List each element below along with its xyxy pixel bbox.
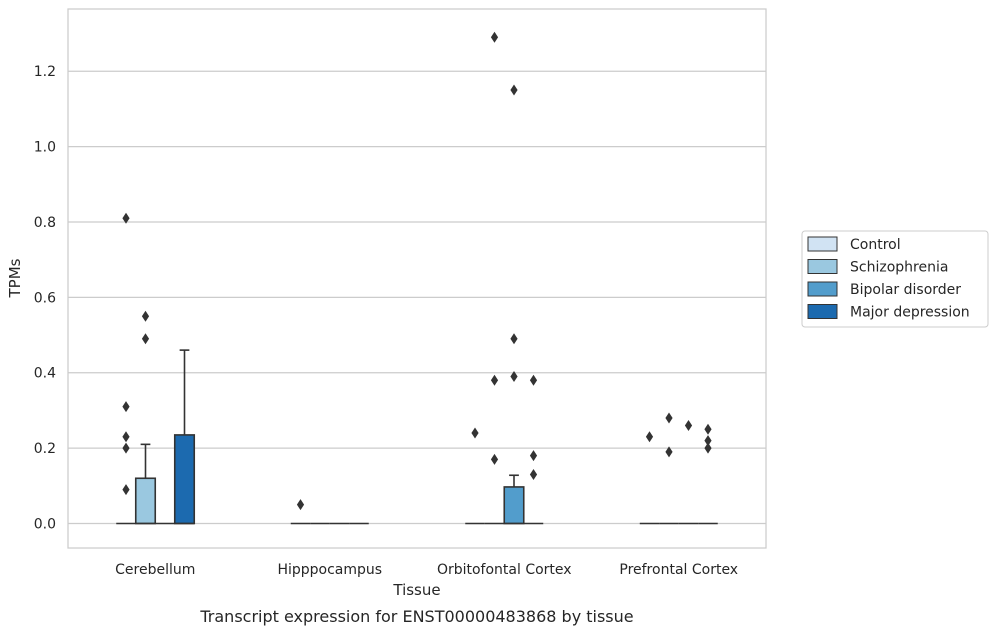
x-tick-label: Prefrontal Cortex bbox=[619, 562, 738, 578]
y-tick-label: 0.6 bbox=[34, 290, 56, 306]
outlier-point bbox=[141, 310, 150, 322]
legend-label: Control bbox=[850, 237, 901, 253]
box bbox=[134, 477, 157, 525]
outlier-point bbox=[529, 469, 538, 480]
outlier-point bbox=[704, 435, 712, 447]
outlier-point bbox=[122, 442, 130, 454]
legend-label: Bipolar disorder bbox=[850, 282, 961, 298]
legend-swatch bbox=[807, 236, 838, 252]
outlier-point bbox=[122, 212, 130, 224]
legend-label: Schizophrenia bbox=[850, 260, 948, 276]
outlier-point bbox=[684, 420, 693, 431]
y-tick-label: 0.0 bbox=[34, 517, 56, 533]
x-tick-label: Orbitofontal Cortex bbox=[437, 562, 572, 578]
outlier-point bbox=[296, 499, 305, 511]
outlier-point bbox=[471, 427, 479, 439]
y-tick-label: 0.8 bbox=[34, 215, 56, 231]
outlier-point bbox=[490, 31, 499, 43]
outlier-point bbox=[141, 333, 150, 345]
y-tick-label: 0.2 bbox=[34, 441, 56, 457]
box bbox=[503, 486, 525, 525]
outlier-point bbox=[490, 374, 499, 386]
legend-swatch bbox=[807, 259, 838, 274]
plot-area-frame bbox=[67, 8, 767, 549]
y-tick-label: 1.0 bbox=[34, 140, 56, 156]
box bbox=[173, 434, 196, 525]
x-axis-label: Tissue bbox=[392, 581, 440, 599]
x-tick-label: Hipppocampus bbox=[277, 562, 382, 578]
legend-frame bbox=[801, 230, 989, 328]
y-axis-ticks: 0.0 0.2 0.4 0.6 0.8 1.0 1.2 bbox=[34, 64, 56, 532]
outlier-point bbox=[510, 371, 518, 382]
outlier-point bbox=[122, 401, 130, 413]
outlier-point bbox=[704, 423, 712, 435]
outlier-point bbox=[122, 484, 130, 496]
x-tick-label: Cerebellum bbox=[115, 562, 195, 578]
y-tick-label: 1.2 bbox=[34, 64, 56, 80]
outlier-point bbox=[529, 374, 538, 386]
y-axis-label: TPMs bbox=[6, 258, 24, 298]
outlier-point bbox=[645, 431, 654, 443]
outlier-point bbox=[490, 453, 499, 465]
y-tick-label: 0.4 bbox=[34, 366, 56, 382]
legend-label: Major depression bbox=[850, 305, 970, 321]
gridlines bbox=[68, 70, 766, 525]
outlier-point bbox=[529, 450, 538, 462]
x-axis-ticks: Cerebellum Hipppocampus Orbitofontal Corte… bbox=[115, 562, 738, 578]
legend-swatch bbox=[807, 281, 838, 297]
outlier-point bbox=[510, 84, 518, 96]
outlier-point bbox=[704, 442, 712, 454]
outlier-point bbox=[665, 446, 673, 458]
legend-swatch bbox=[807, 304, 838, 319]
outlier-point bbox=[122, 431, 130, 443]
box-marks bbox=[116, 31, 718, 525]
outlier-point bbox=[665, 412, 673, 424]
outlier-point bbox=[510, 333, 518, 345]
legend: Control Schizophrenia Bipolar disorder Majo… bbox=[801, 230, 989, 328]
figure-caption: Transcript expression for ENST0000048386… bbox=[199, 607, 633, 626]
